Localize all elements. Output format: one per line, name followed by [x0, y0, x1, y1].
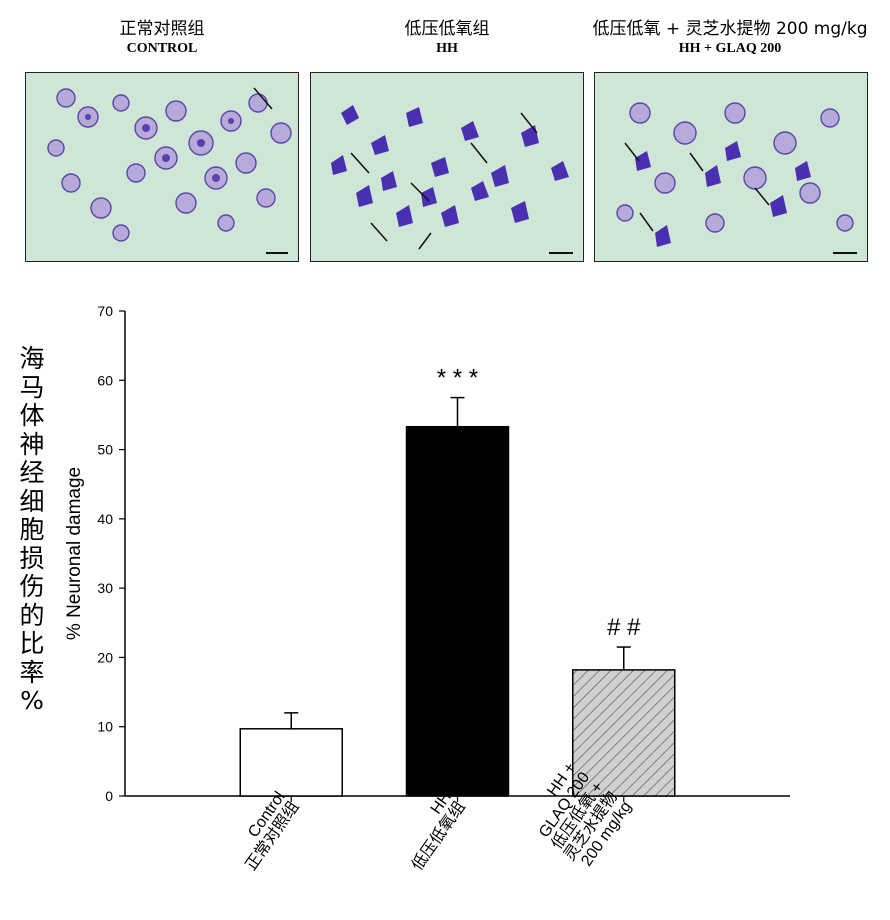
micrograph-hh-glaq-image — [616, 102, 857, 254]
panel-heading-control: 正常对照组 CONTROL — [25, 18, 299, 58]
y-tick-label: 40 — [97, 511, 113, 527]
y-axis-title: % Neuronal damage — [64, 467, 85, 640]
panel-title-en: CONTROL — [126, 41, 198, 56]
y-tick-label: 30 — [97, 580, 113, 596]
y-tick-label: 70 — [97, 303, 113, 319]
bar-chart: 0 10 20 30 40 50 60 70 % Neuronal damage Control正… — [64, 303, 790, 874]
panel-title-en: HH — [436, 41, 458, 56]
panel-title-zh: 低压低氧组 — [404, 19, 490, 39]
bar — [239, 728, 343, 797]
y-tick-label: 50 — [97, 442, 113, 458]
panel-title-zh: 低压低氧 + 灵芝水提物 200 mg/kg — [592, 19, 868, 39]
panel-heading-hh-glaq: 低压低氧 + 灵芝水提物 200 mg/kg HH + GLAQ 200 — [570, 18, 890, 58]
micrograph-hh — [310, 72, 584, 262]
micrograph-control-image — [47, 87, 292, 254]
side-label-zh: 海马体神经细胞损伤的比率 % — [19, 344, 45, 715]
significance-marker: * * * — [437, 365, 478, 392]
panel-heading-hh: 低压低氧组 HH — [310, 18, 584, 58]
y-tick-label: 10 — [97, 719, 113, 735]
micrograph-hh-glaq — [594, 72, 868, 262]
micrograph-control — [25, 72, 299, 262]
bar — [572, 669, 676, 797]
y-tick-label: 0 — [105, 788, 113, 804]
panel-title-zh: 正常对照组 — [119, 19, 205, 39]
significance-marker: # # — [607, 614, 641, 641]
panel-title-en: HH + GLAQ 200 — [678, 41, 782, 56]
bar — [405, 425, 510, 797]
y-tick-label: 60 — [97, 372, 113, 388]
micrograph-hh-image — [331, 105, 573, 254]
y-tick-label: 20 — [97, 649, 113, 665]
